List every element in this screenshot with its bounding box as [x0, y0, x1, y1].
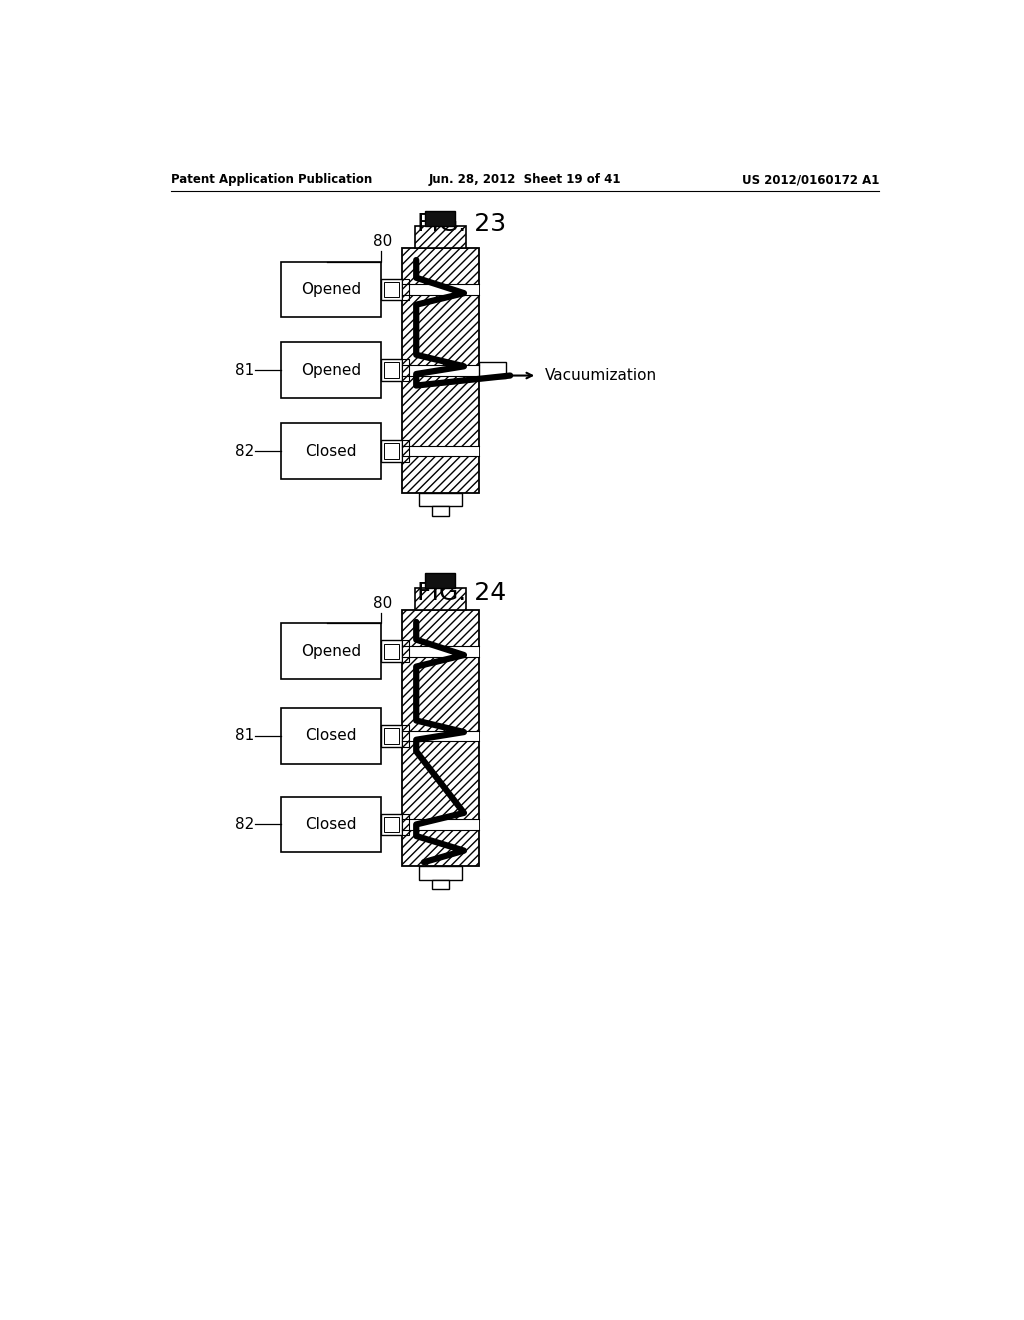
- Bar: [402, 284, 479, 294]
- Text: Patent Application Publication: Patent Application Publication: [171, 173, 372, 186]
- Bar: [281, 797, 381, 853]
- Text: Closed: Closed: [305, 729, 356, 743]
- Bar: [402, 610, 479, 866]
- Text: 81: 81: [234, 729, 254, 743]
- Bar: [402, 359, 409, 381]
- Text: 81: 81: [234, 363, 254, 378]
- Text: 82: 82: [234, 444, 254, 458]
- Text: Opened: Opened: [301, 281, 360, 297]
- Bar: [381, 441, 402, 462]
- Text: US 2012/0160172 A1: US 2012/0160172 A1: [741, 173, 879, 186]
- Text: FIG. 24: FIG. 24: [417, 581, 506, 606]
- Bar: [281, 424, 381, 479]
- Bar: [281, 623, 381, 678]
- Bar: [402, 364, 479, 376]
- Bar: [384, 281, 399, 297]
- Text: FIG. 23: FIG. 23: [417, 211, 506, 236]
- Text: Closed: Closed: [305, 444, 356, 458]
- Bar: [381, 279, 402, 300]
- Bar: [402, 279, 409, 300]
- Text: Jun. 28, 2012  Sheet 19 of 41: Jun. 28, 2012 Sheet 19 of 41: [429, 173, 621, 186]
- Bar: [281, 261, 381, 317]
- Bar: [402, 248, 479, 492]
- Text: Opened: Opened: [301, 363, 360, 378]
- Bar: [402, 813, 409, 836]
- Bar: [425, 573, 455, 589]
- Bar: [419, 492, 462, 507]
- Bar: [384, 644, 399, 659]
- Bar: [281, 709, 381, 763]
- Text: Vacuumization: Vacuumization: [545, 368, 657, 383]
- Bar: [425, 211, 455, 226]
- Text: 80: 80: [373, 234, 392, 249]
- Text: Opened: Opened: [301, 644, 360, 659]
- Bar: [384, 729, 399, 743]
- Bar: [384, 363, 399, 378]
- Bar: [384, 817, 399, 832]
- Bar: [432, 507, 450, 516]
- Bar: [402, 645, 479, 656]
- Bar: [416, 226, 466, 248]
- Bar: [432, 880, 450, 890]
- Text: 80: 80: [373, 597, 392, 611]
- Bar: [479, 363, 506, 378]
- Bar: [402, 441, 409, 462]
- Bar: [381, 813, 402, 836]
- Bar: [402, 640, 409, 663]
- Bar: [381, 359, 402, 381]
- Bar: [402, 446, 479, 457]
- Bar: [419, 866, 462, 880]
- Bar: [402, 818, 479, 830]
- Bar: [402, 725, 409, 747]
- Bar: [381, 725, 402, 747]
- Text: 82: 82: [234, 817, 254, 832]
- Bar: [281, 342, 381, 397]
- Bar: [381, 640, 402, 663]
- Bar: [402, 730, 479, 742]
- Text: Closed: Closed: [305, 817, 356, 832]
- Bar: [384, 444, 399, 459]
- Bar: [416, 589, 466, 610]
